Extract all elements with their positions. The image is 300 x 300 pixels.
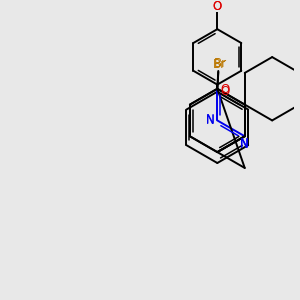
Text: O: O bbox=[213, 1, 222, 13]
Text: Br: Br bbox=[214, 56, 227, 70]
Text: Br: Br bbox=[213, 58, 226, 70]
Text: O: O bbox=[213, 1, 222, 13]
Text: N: N bbox=[239, 137, 248, 150]
Text: N: N bbox=[206, 113, 215, 126]
Text: O: O bbox=[220, 85, 230, 98]
Text: N: N bbox=[206, 114, 215, 127]
Text: O: O bbox=[220, 83, 230, 96]
Text: N: N bbox=[239, 138, 248, 151]
Text: N: N bbox=[239, 137, 248, 150]
